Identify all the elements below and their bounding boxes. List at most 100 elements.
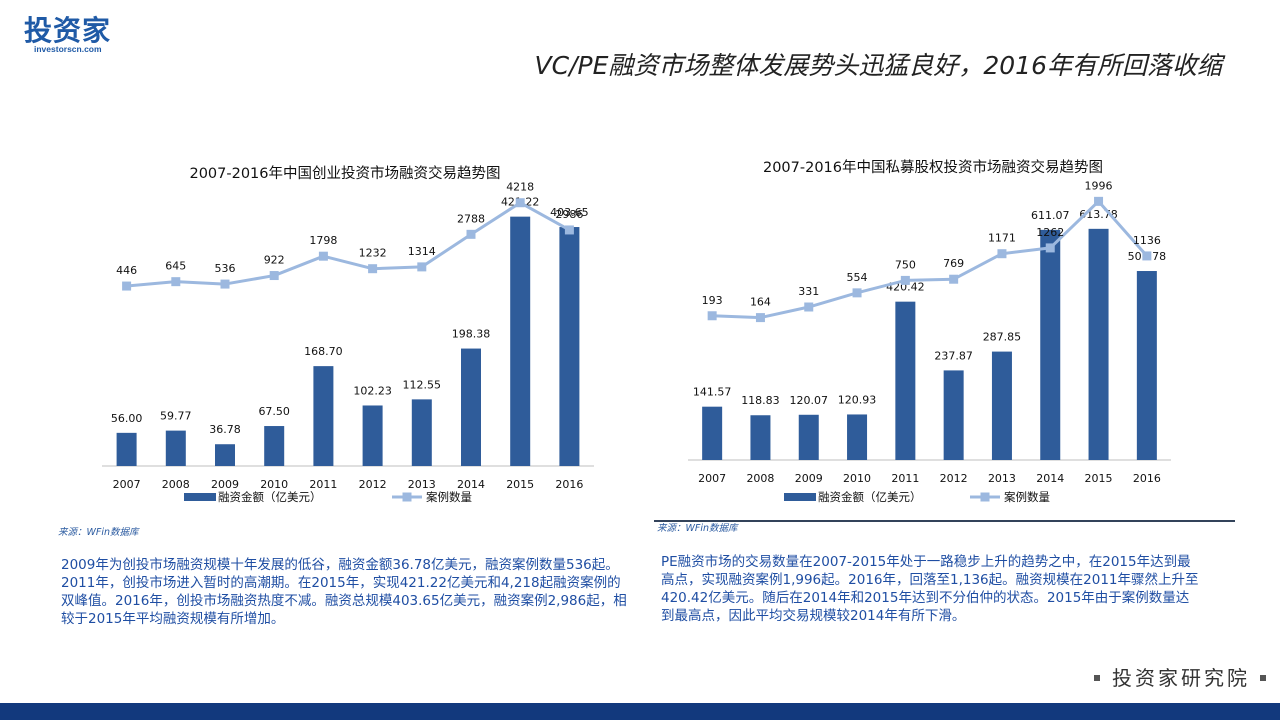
- line-point-2011: [318, 251, 328, 261]
- line-label: 1314: [408, 245, 436, 258]
- right-description: PE融资市场的交易数量在2007-2015年处于一路稳步上升的趋势之中，在201…: [661, 554, 1199, 624]
- x-tick-label: 2011: [309, 478, 337, 491]
- x-tick-label: 2012: [940, 472, 968, 485]
- line-label: 554: [847, 271, 868, 284]
- line-point-2010: [269, 271, 279, 281]
- legend-bar-swatch: [784, 493, 816, 501]
- line-label: 536: [215, 262, 236, 275]
- bar-label: 56.00: [111, 412, 143, 425]
- bar-2013: [991, 351, 1012, 460]
- x-tick-label: 2010: [260, 478, 288, 491]
- line-label: 769: [943, 257, 964, 270]
- line-point-2015: [1094, 196, 1104, 206]
- line-label: 2986: [555, 208, 583, 221]
- line-label: 1798: [309, 234, 337, 247]
- bar-2010: [847, 414, 868, 460]
- legend-line-marker: [980, 492, 990, 502]
- legend-bar-label: 融资金额（亿美元）: [218, 490, 322, 504]
- footer-label: 投资家研究院: [1094, 662, 1266, 691]
- bar-2015: [1088, 228, 1109, 460]
- line-point-2008: [171, 277, 181, 287]
- x-tick-label: 2007: [698, 472, 726, 485]
- bar-2012: [943, 370, 964, 460]
- line-label: 4218: [506, 181, 534, 194]
- line-label: 164: [750, 296, 771, 309]
- bar-2011: [313, 366, 334, 466]
- bar-2015: [510, 216, 531, 466]
- bar-label: 102.23: [353, 384, 392, 397]
- line-point-2014: [466, 229, 476, 239]
- bar-label: 118.83: [741, 394, 780, 407]
- line-label: 1262: [1036, 226, 1064, 239]
- bar-2016: [559, 227, 580, 466]
- legend-bar-swatch: [184, 493, 216, 501]
- bar-2007: [116, 432, 137, 466]
- x-tick-label: 2009: [211, 478, 239, 491]
- bar-label: 67.50: [258, 405, 290, 418]
- x-tick-label: 2014: [1036, 472, 1064, 485]
- bar-2011: [895, 301, 916, 460]
- bar-2016: [1136, 271, 1157, 460]
- bar-2013: [411, 399, 432, 466]
- line-label: 1996: [1085, 179, 1113, 192]
- bar-2007: [702, 406, 723, 460]
- x-tick-label: 2008: [162, 478, 190, 491]
- line-label: 750: [895, 258, 916, 271]
- line-point-2014: [1045, 243, 1055, 253]
- left-source-note: 来源：WFin数据库: [58, 527, 139, 538]
- line-label: 1232: [359, 247, 387, 260]
- footer-label-text: 投资家研究院: [1112, 666, 1250, 690]
- bar-2009: [215, 444, 235, 466]
- bar-label: 237.87: [934, 349, 973, 362]
- line-point-2013: [997, 249, 1007, 259]
- line-point-2013: [417, 262, 427, 272]
- bar-label: 120.93: [838, 393, 877, 406]
- bar-label: 112.55: [403, 378, 442, 391]
- x-tick-label: 2008: [746, 472, 774, 485]
- left-chart-title: 2007-2016年中国创业投资市场融资交易趋势图: [189, 166, 501, 182]
- line-point-2012: [368, 264, 378, 274]
- line-label: 1171: [988, 232, 1016, 245]
- x-tick-label: 2014: [457, 478, 485, 491]
- bottom-bar: [0, 703, 1280, 720]
- bar-label: 141.57: [693, 386, 732, 399]
- case-count-line: [126, 201, 571, 288]
- x-tick-label: 2007: [113, 478, 141, 491]
- x-tick-label: 2013: [408, 478, 436, 491]
- x-tick-label: 2012: [359, 478, 387, 491]
- line-label: 922: [264, 254, 285, 267]
- bar-label: 287.85: [983, 331, 1022, 344]
- bar-2009: [798, 414, 819, 460]
- logo-url: investorscn.com: [34, 44, 102, 54]
- x-tick-label: 2010: [843, 472, 871, 485]
- line-point-2008: [755, 313, 765, 323]
- bar-2012: [362, 405, 383, 466]
- x-tick-label: 2016: [555, 478, 583, 491]
- line-label: 331: [798, 285, 819, 298]
- legend-line-label: 案例数量: [426, 490, 472, 504]
- bar-2010: [264, 426, 285, 466]
- bar-label: 120.07: [790, 394, 829, 407]
- right-source-note: 来源：WFin数据库: [657, 523, 738, 534]
- x-tick-label: 2013: [988, 472, 1016, 485]
- bullet-square-icon: [1094, 674, 1100, 681]
- line-point-2010: [852, 288, 862, 298]
- bar-label: 198.38: [452, 328, 491, 341]
- bar-label: 403.65: [550, 206, 589, 219]
- right-divider: [654, 520, 1235, 522]
- bar-label: 168.70: [304, 345, 343, 358]
- line-point-2009: [220, 279, 230, 289]
- line-point-2015: [515, 198, 525, 208]
- bullet-square-icon: [1260, 674, 1266, 681]
- x-tick-label: 2015: [1085, 472, 1113, 485]
- bar-2014: [461, 348, 481, 466]
- case-count-line: [712, 199, 1148, 320]
- logo-wordmark: 投资家: [24, 14, 112, 47]
- x-tick-label: 2009: [795, 472, 823, 485]
- bar-2008: [165, 430, 186, 466]
- line-label: 193: [702, 294, 723, 307]
- line-label: 446: [116, 264, 137, 277]
- legend-line-marker: [402, 492, 412, 502]
- legend-bar-label: 融资金额（亿美元）: [818, 490, 922, 504]
